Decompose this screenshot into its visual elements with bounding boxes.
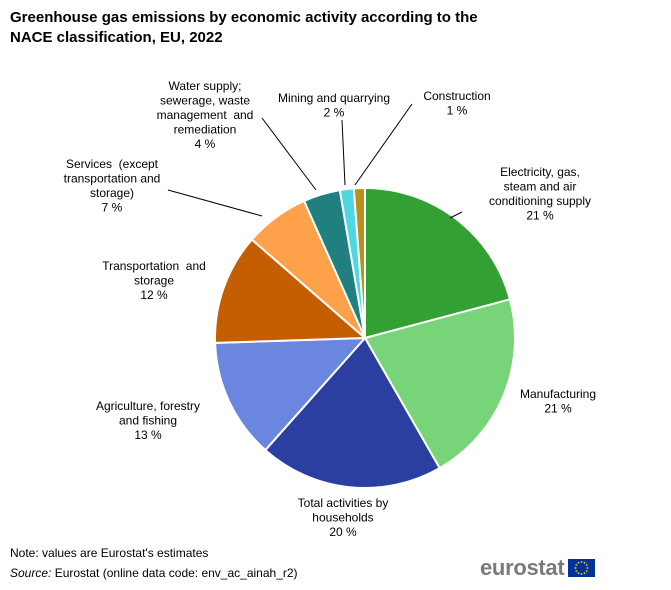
slice-value-label: 7 % [102, 201, 123, 215]
slice-label: Electricity, gas, steam and air conditioni… [489, 165, 591, 223]
flag-star [581, 561, 583, 563]
leader-line [341, 119, 346, 186]
slice-label-line: management and [157, 108, 254, 122]
flag-star [586, 564, 589, 566]
flag-star [575, 567, 577, 569]
flag-star [575, 564, 578, 566]
eurostat-logo: eurostat [480, 555, 596, 580]
slice-value-label: 21 % [526, 209, 554, 223]
slice-label: Water supply; sewerage, waste management a… [157, 79, 254, 151]
pie-slice [214, 336, 368, 452]
slice-value-label: 1 % [447, 104, 468, 118]
slice-label: Mining and quarrying 2 % [278, 91, 390, 120]
slice-label-line: Services (except [66, 157, 159, 171]
source-label: Source: [10, 566, 52, 580]
slice-label-line: Water supply; [169, 79, 242, 93]
flag-star [578, 561, 580, 564]
pie-slice [363, 298, 516, 470]
slice-label-line: Construction [423, 89, 490, 103]
slice-label: Total activities by households 20 % [298, 496, 389, 539]
pie-slice [364, 186, 512, 340]
slice-label-line: steam and air [504, 180, 577, 194]
flag-star [587, 567, 589, 569]
slice-label-line: storage [134, 274, 174, 288]
pie-slice [263, 336, 442, 489]
slice-label: Transportation and storage 12 % [102, 259, 206, 302]
flag-star [581, 573, 583, 575]
flag-star [586, 570, 589, 572]
leader-line [167, 189, 263, 217]
slice-label-line: households [312, 511, 373, 525]
pie-slice [352, 186, 366, 339]
chart-note: Note: values are Eurostat's estimates [10, 546, 209, 560]
slice-label: Services (except transportation and storag… [64, 157, 161, 215]
slice-label: Construction 1 % [423, 89, 490, 118]
chart-source: Source: Eurostat (online data code: env_… [10, 566, 298, 580]
flag-star [578, 572, 580, 575]
source-text: Eurostat (online data code: env_ac_ainah… [54, 566, 298, 580]
slice-label-line: Manufacturing [520, 387, 596, 401]
slice-label: Agriculture, forestry and fishing 13 % [96, 399, 200, 442]
pie-chart: Electricity, gas, steam and air conditioni… [64, 79, 596, 539]
slice-label-line: Mining and quarrying [278, 91, 390, 105]
leader-line [261, 117, 317, 191]
slice-value-label: 4 % [195, 137, 216, 151]
logo-text: eurostat [480, 555, 565, 580]
slice-value-label: 20 % [329, 525, 357, 539]
slice-label: Manufacturing 21 % [520, 387, 596, 416]
flag-star [584, 561, 586, 564]
chart-title: Greenhouse gas emissions by economic act… [10, 8, 610, 48]
slice-label-line: Total activities by [298, 496, 389, 510]
leader-line [449, 211, 463, 219]
slice-label-line: storage) [90, 186, 134, 200]
slice-value-label: 13 % [134, 428, 162, 442]
slice-label-line: transportation and [64, 172, 161, 186]
flag-star [575, 570, 578, 572]
chart-title-line: Greenhouse gas emissions by economic act… [10, 9, 478, 26]
slice-label-line: remediation [174, 123, 237, 137]
slice-label-line: sewerage, waste [160, 94, 250, 108]
slice-label-line: and fishing [119, 414, 177, 428]
slice-value-label: 21 % [544, 402, 572, 416]
leader-line [354, 103, 413, 186]
slice-label-line: conditioning supply [489, 194, 591, 208]
slice-value-label: 2 % [324, 106, 345, 120]
slice-value-label: 12 % [140, 288, 168, 302]
eu-flag-icon [568, 559, 596, 577]
chart-title-line: NACE classification, EU, 2022 [10, 29, 223, 46]
slice-label-line: Transportation and [102, 259, 206, 273]
slice-label-line: Agriculture, forestry [96, 399, 200, 413]
slice-label-line: Electricity, gas, [500, 165, 580, 179]
pie-slice [214, 238, 368, 344]
flag-star [584, 572, 586, 575]
